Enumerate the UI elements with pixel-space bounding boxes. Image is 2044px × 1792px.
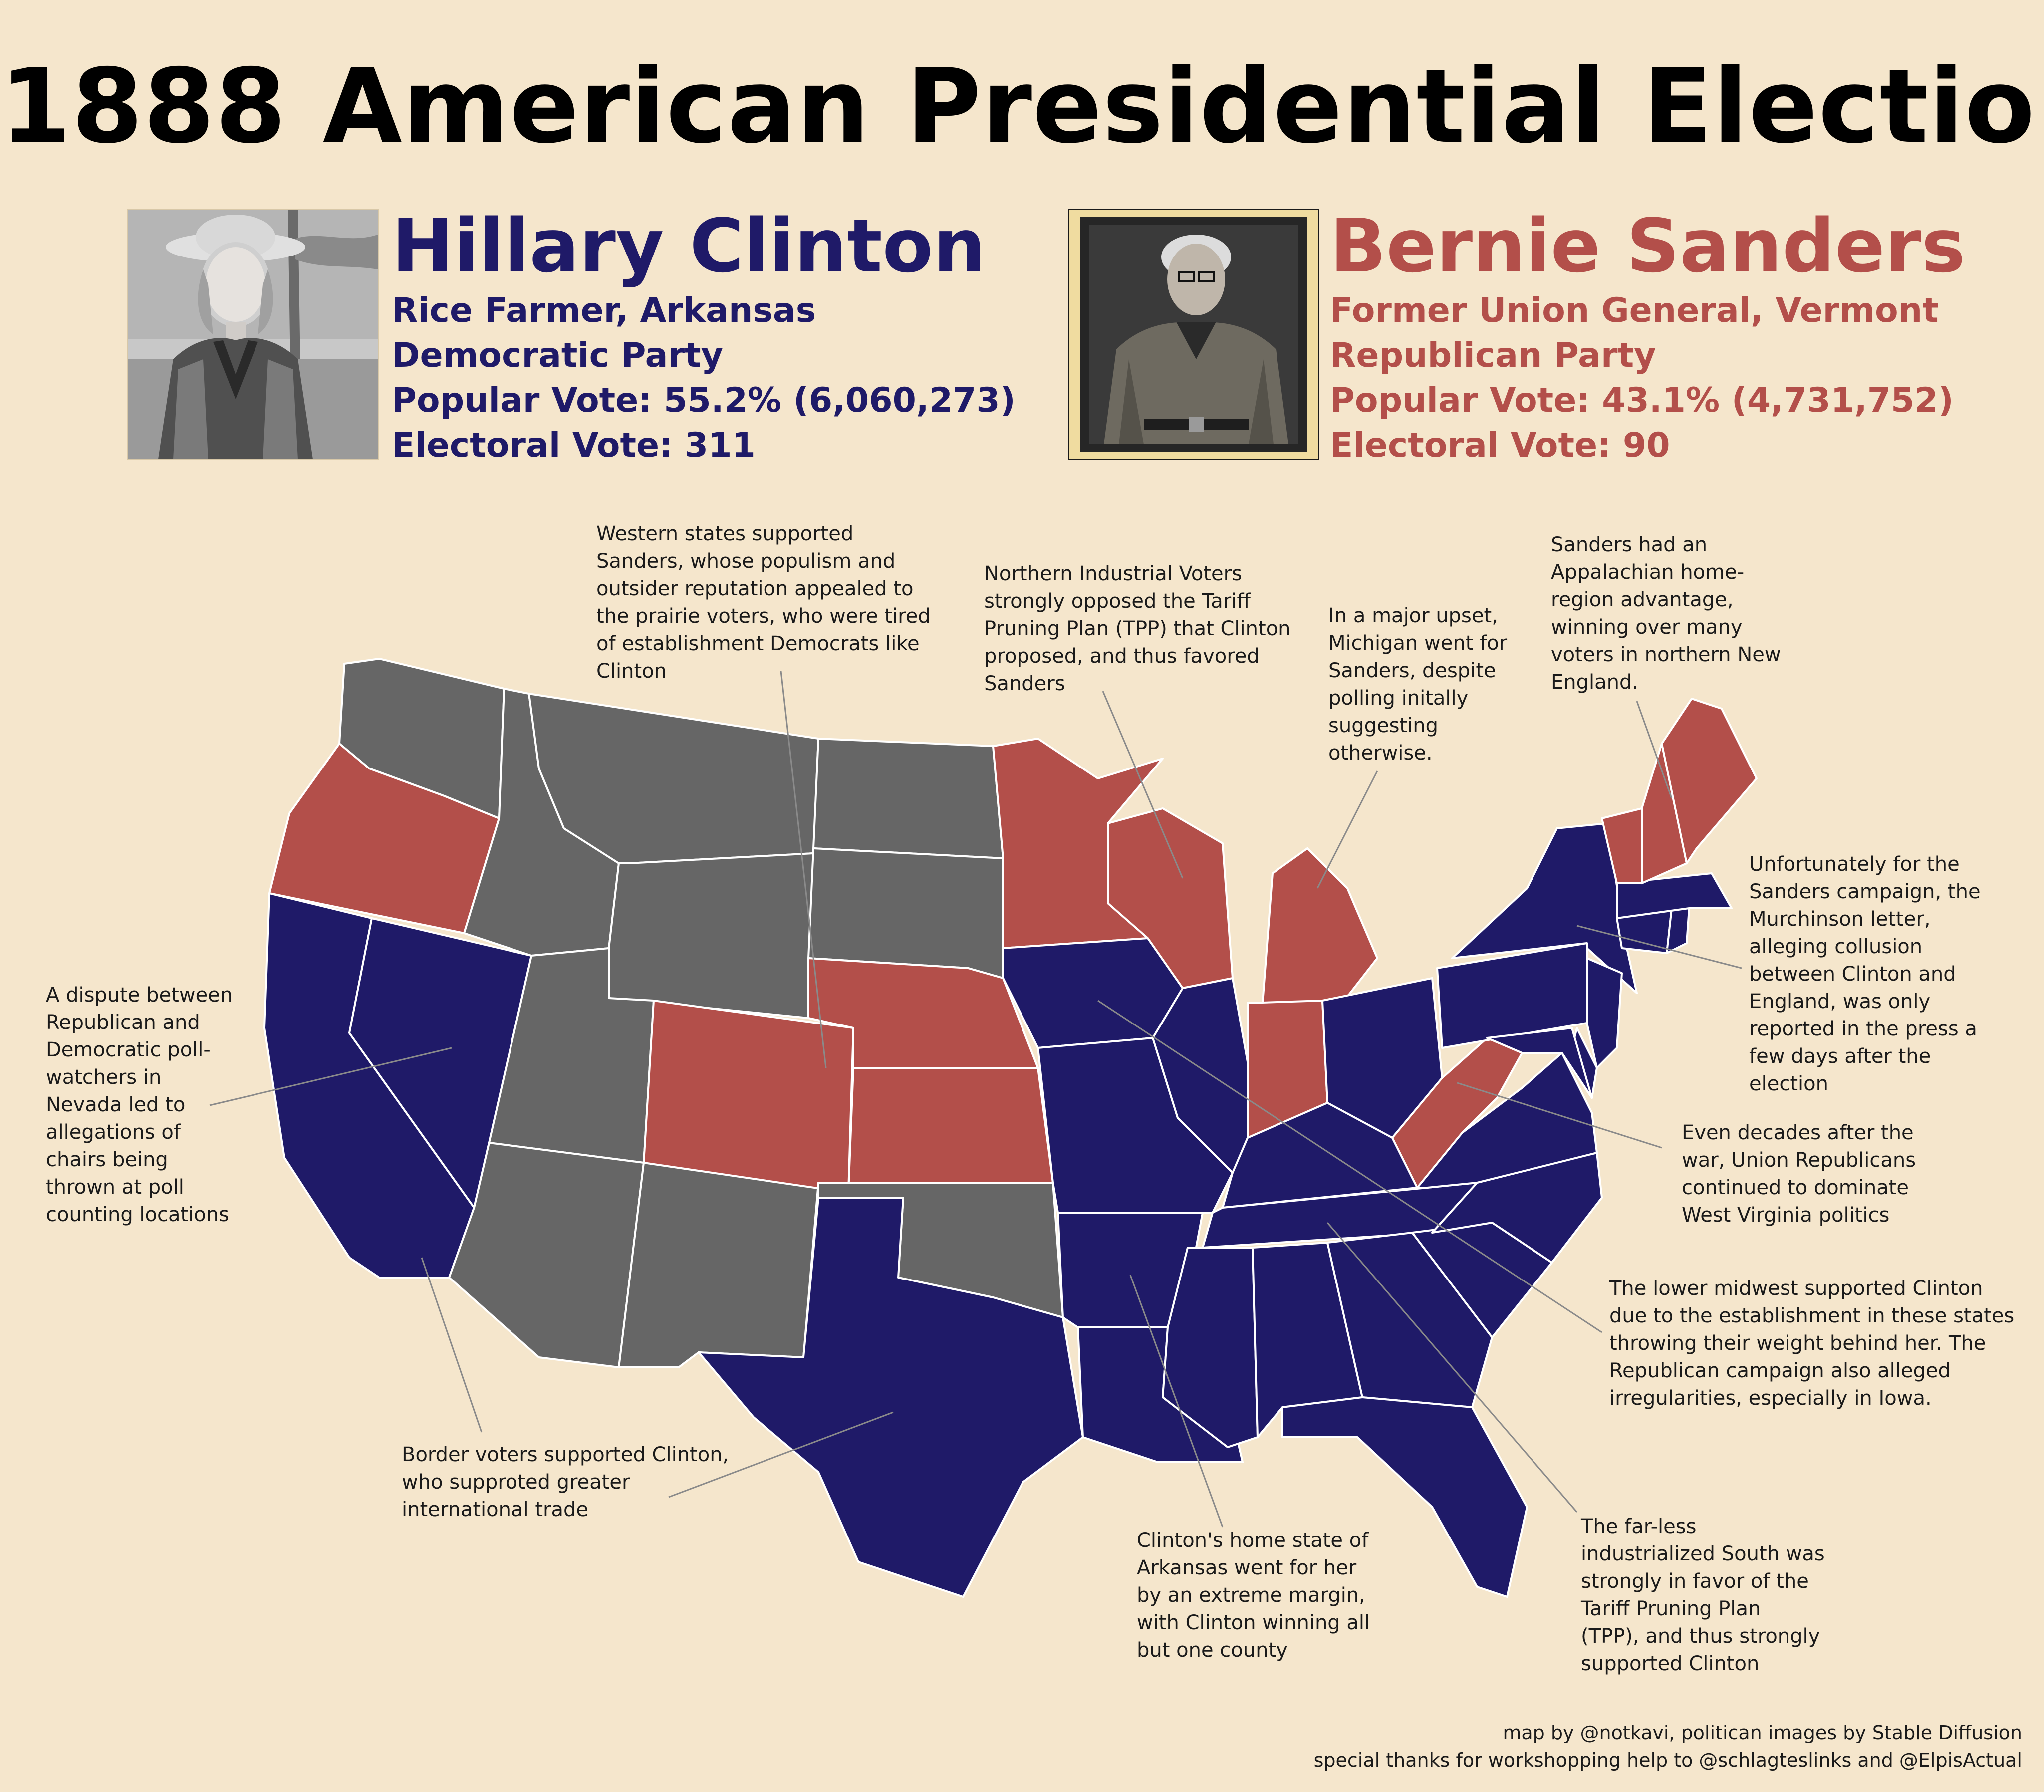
state-WY — [608, 852, 814, 1019]
annotation-midwest: The lower midwest supported Clinton due … — [1609, 1277, 2015, 1410]
state-SD — [807, 847, 1004, 979]
annotation-border: Border voters supported Clinton, who sup… — [402, 1443, 729, 1521]
state-NM — [618, 1162, 819, 1368]
clinton-electoral-vote: Electoral Vote: 311 — [392, 426, 756, 465]
clinton-party: Democratic Party — [392, 336, 723, 375]
state-ME — [1661, 698, 1758, 864]
state-RI — [1666, 907, 1690, 954]
credit-line-2: special thanks for workshopping help to … — [1313, 1749, 2022, 1771]
leader-north — [1102, 691, 1184, 879]
annotation-west: Western states supported Sanders, whose … — [596, 522, 931, 683]
clinton-portrait-image — [128, 210, 378, 459]
leader-west — [780, 671, 827, 1068]
clinton-portrait — [127, 209, 379, 460]
clinton-popular-vote: Popular Vote: 55.2% (6,060,273) — [392, 381, 1016, 420]
annotation-murchinson: Unfortunately for the Sanders campaign, … — [1749, 853, 1981, 1095]
annotation-arkansas: Clinton's home state of Arkansas went fo… — [1137, 1529, 1370, 1662]
state-ND — [812, 738, 1004, 859]
leader-south — [1326, 1222, 1578, 1513]
annotation-south: The far-less industrialized South was st… — [1581, 1515, 1825, 1675]
leader-appalachia — [1636, 701, 1673, 799]
state-MI — [1262, 847, 1378, 1004]
leader-murchinson — [1576, 925, 1742, 969]
annotation-nevada: A dispute between Republican and Democra… — [46, 984, 233, 1226]
state-TX — [698, 1197, 1084, 1598]
state-FL — [1281, 1396, 1528, 1598]
sanders-electoral-vote: Electoral Vote: 90 — [1330, 426, 1670, 465]
leader-nevada-border — [421, 1257, 483, 1433]
state-MA — [1616, 872, 1733, 919]
state-MD — [1486, 1027, 1593, 1099]
sanders-occupation: Former Union General, Vermont — [1330, 291, 1939, 330]
leader-midwest — [1097, 1000, 1602, 1333]
annotation-appalachia: Sanders had an Appalachian home- region … — [1551, 533, 1781, 694]
state-KS — [847, 1067, 1054, 1194]
clinton-occupation: Rice Farmer, Arkansas — [392, 291, 816, 330]
leader-arkansas — [1129, 1275, 1224, 1528]
credit-line-1: map by @notkavi, politican images by Sta… — [1503, 1722, 2022, 1744]
clinton-info: Hillary Clinton Rice Farmer, Arkansas De… — [392, 204, 1016, 468]
annotation-north: Northern Industrial Voters strongly oppo… — [984, 562, 1291, 695]
sanders-name: Bernie Sanders — [1330, 203, 1966, 289]
leader-border — [668, 1411, 894, 1498]
state-NJ — [1586, 957, 1623, 1069]
state-WV — [1391, 1037, 1523, 1189]
annotation-westvirginia: Even decades after the war, Union Republ… — [1682, 1121, 1916, 1227]
sanders-portrait-image — [1069, 210, 1318, 459]
sanders-info: Bernie Sanders Former Union General, Ver… — [1330, 204, 1965, 468]
annotation-michigan: In a major upset, Michigan went for Sand… — [1328, 604, 1508, 765]
state-GA — [1326, 1232, 1493, 1408]
page-title: 1888 American Presidential Election — [0, 47, 2044, 166]
sanders-party: Republican Party — [1330, 336, 1656, 375]
leader-michigan — [1316, 770, 1378, 889]
sanders-portrait — [1068, 209, 1319, 460]
leader-westvirginia — [1457, 1082, 1662, 1149]
sanders-popular-vote: Popular Vote: 43.1% (4,731,752) — [1330, 381, 1954, 420]
clinton-name: Hillary Clinton — [392, 203, 986, 289]
state-VA — [1416, 1052, 1598, 1189]
leader-nevada — [209, 1047, 452, 1106]
